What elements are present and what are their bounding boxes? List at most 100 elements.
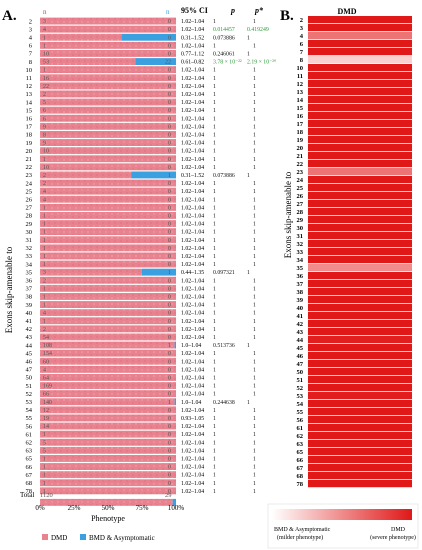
heatmap-row-label: 66 <box>297 457 304 464</box>
bar-dmd <box>40 357 176 365</box>
p-label: 1 <box>213 246 216 252</box>
n-dmd-label: 3 <box>43 19 46 25</box>
n-bmd-label: 0 <box>168 68 171 74</box>
p-label: 0.073886 <box>213 173 235 179</box>
exon-label: 38 <box>26 294 33 301</box>
total-label: Total <box>20 491 34 499</box>
p-label: 1 <box>213 359 216 365</box>
n-bmd-label: 0 <box>168 27 171 33</box>
p-label: 1 <box>213 84 216 90</box>
pstar-label: 1 <box>253 392 256 398</box>
bar-dmd <box>40 325 176 333</box>
exon-label: 40 <box>26 310 33 317</box>
exon-label: 31 <box>26 237 33 244</box>
exon-label: 23 <box>26 172 33 179</box>
ci-label: 1.02–1.04 <box>181 327 204 333</box>
p-label: 1 <box>213 230 216 236</box>
p-label: 1 <box>213 205 216 211</box>
bar-dmd <box>40 90 176 98</box>
p-label: 1 <box>213 303 216 309</box>
n-bmd-label: 0 <box>168 43 171 49</box>
heatmap-cell <box>308 384 412 392</box>
n-dmd-label: 1 <box>43 157 46 163</box>
total-n-bmd: 29 <box>165 492 172 499</box>
n-bmd-label: 0 <box>168 376 171 382</box>
bar-dmd <box>40 203 176 211</box>
p-label: 1 <box>213 489 216 495</box>
ci-label: 1.02–1.04 <box>181 473 204 479</box>
pstar-label: 1 <box>247 400 250 406</box>
bar-dmd <box>40 390 176 398</box>
n-bmd-label: 0 <box>168 432 171 438</box>
bar-dmd <box>40 122 176 130</box>
heatmap-cell <box>308 168 412 176</box>
exon-label: 63 <box>26 448 33 455</box>
bar-dmd <box>40 268 142 276</box>
bar-dmd <box>40 179 176 187</box>
n-bmd-label: 1 <box>168 270 171 276</box>
heatmap-row-label: 42 <box>297 321 304 328</box>
heatmap-cell <box>308 400 412 408</box>
pstar-label: 1 <box>253 408 256 414</box>
heatmap-row-label: 30 <box>297 225 304 232</box>
ci-label: 0.61–0.82 <box>181 60 204 66</box>
heatmap-row-label: 63 <box>297 441 304 448</box>
n-bmd-label: 22 <box>165 60 171 66</box>
n-bmd-label: 0 <box>168 262 171 268</box>
n-bmd-label: 0 <box>168 424 171 430</box>
heatmap-row-label: 50 <box>297 369 304 376</box>
ci-label: 1.02–1.04 <box>181 392 204 398</box>
exon-label: 22 <box>26 164 33 171</box>
pstar-label: 1 <box>253 278 256 284</box>
n-bmd-label: 0 <box>168 286 171 292</box>
panel-b-legend-left: BMD & Asymptomatic <box>274 527 331 533</box>
p-label: 1 <box>213 157 216 163</box>
col-n-header: n <box>43 8 47 16</box>
n-bmd-label: 0 <box>168 35 171 41</box>
pstar-label: 2.19 × 10⁻²⁰ <box>247 59 277 66</box>
p-label: 0.246061 <box>213 52 235 58</box>
pstar-label: 1 <box>247 343 250 349</box>
n-dmd-label: 6 <box>43 108 46 114</box>
n-dmd-label: 1 <box>43 465 46 471</box>
n-bmd-label: 0 <box>168 481 171 487</box>
bar-dmd <box>40 455 176 462</box>
ci-label: 1.02–1.04 <box>181 19 204 25</box>
heatmap-row-label: 10 <box>297 65 304 72</box>
ci-label: 1.02–1.04 <box>181 465 204 471</box>
bar-dmd <box>40 422 176 430</box>
pstar-label: 1 <box>253 303 256 309</box>
n-dmd-label: 10 <box>43 165 49 171</box>
heatmap-row-label: 15 <box>297 105 304 112</box>
ci-label: 1.02–1.04 <box>181 230 204 236</box>
heatmap-cell <box>308 144 412 152</box>
bar-dmd <box>40 276 176 284</box>
col-n2-header: n <box>166 8 170 16</box>
heatmap-cell <box>308 16 412 24</box>
p-label: 1 <box>213 335 216 341</box>
n-dmd-label: 4 <box>43 367 46 373</box>
heatmap-cell <box>308 64 412 72</box>
heatmap-cell <box>308 360 412 368</box>
p-label: 1 <box>213 278 216 284</box>
ci-label: 1.02–1.04 <box>181 141 204 147</box>
panel-b-legend-gradient <box>272 509 412 520</box>
col-pstar-header: p* <box>254 6 264 15</box>
exon-label: 50 <box>26 375 33 382</box>
n-dmd-label: 1 <box>43 246 46 252</box>
exon-label: 14 <box>26 99 33 106</box>
pstar-label: 1 <box>253 165 256 171</box>
bar-dmd <box>40 284 176 292</box>
bar-dmd <box>40 471 176 479</box>
x-tick-label: 75% <box>136 504 149 512</box>
n-dmd-label: 54 <box>43 335 49 341</box>
bar-dmd <box>40 131 176 138</box>
ci-label: 1.02–1.04 <box>181 165 204 171</box>
heatmap-cell <box>308 248 412 256</box>
heatmap-cell <box>308 48 412 56</box>
panel-a-ylabel: Exons skip-amenable to <box>4 246 14 333</box>
p-label: 1 <box>213 448 216 454</box>
bar-dmd <box>40 187 176 195</box>
n-dmd-label: 1 <box>43 35 46 41</box>
pstar-label: 1 <box>253 424 256 430</box>
